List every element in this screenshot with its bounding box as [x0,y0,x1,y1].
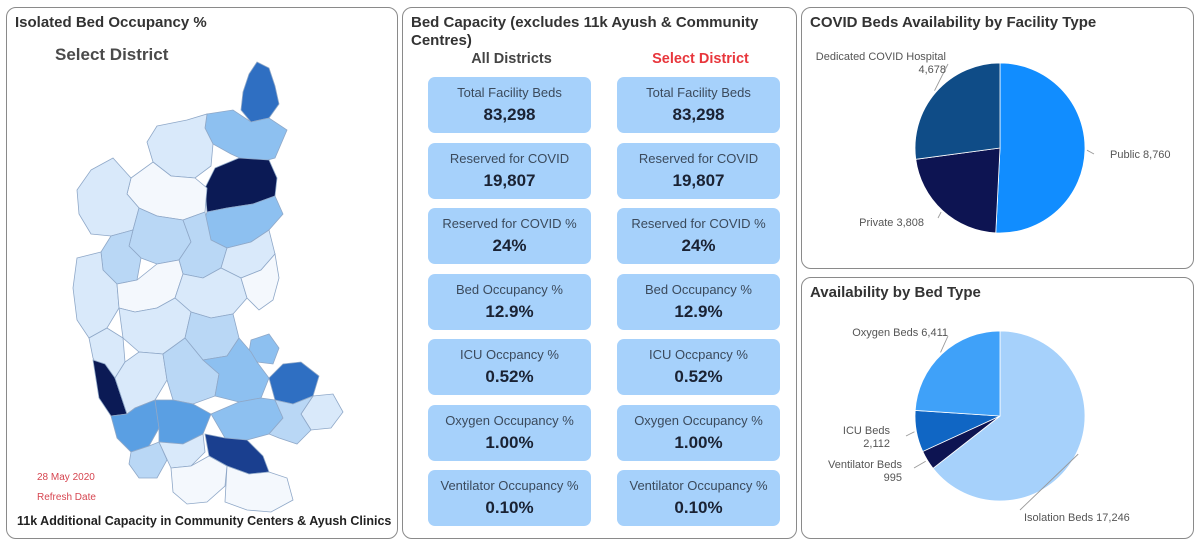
pie-slice-isolation-beds[interactable] [932,330,1086,502]
isolated-bed-occupancy-panel: Isolated Bed Occupancy % Select District… [6,7,398,539]
select-district-header[interactable]: Select District [652,51,749,67]
pie-slice-public[interactable] [995,62,1086,234]
card-value: 24% [681,236,716,255]
card-label: Ventilator Occupancy % [629,478,768,493]
district-region[interactable] [170,455,228,505]
leader-line [937,211,942,219]
card-value: 19,807 [483,170,536,190]
capacity-title-line1: Bed Capacity (excludes 11k Ayush & Commu… [411,14,759,31]
map-panel-title: Isolated Bed Occupancy % [15,14,207,31]
bed-type-chart-title: Availability by Bed Type [810,284,981,301]
district-region[interactable] [224,465,294,513]
card-label: Bed Occupancy % [456,281,563,297]
refresh-date-value: 28 May 2020 [37,472,95,483]
select-card-oxygen-occupancy: Oxygen Occupancy % 1.00% [617,404,780,461]
card-value: 0.52% [485,367,534,386]
card-value: 83,298 [672,105,725,124]
bed-type-panel: Availability by Bed Type Isolation Beds … [801,277,1194,539]
select-card-total-facility-beds: Total Facility Beds 83,298 [617,77,780,133]
card-label: Ventilator Occupancy % [440,478,579,493]
pie-data-label: Ventilator Beds [828,459,902,471]
select-card-icu-occpancy: ICU Occpancy % 0.52% [617,339,780,395]
district-region[interactable] [204,109,288,165]
all-card-oxygen-occupancy: Oxygen Occupancy % 1.00% [428,404,591,461]
card-label: Total Facility Beds [646,85,751,100]
card-value: 24% [492,236,527,255]
leader-line [913,460,926,469]
pie-slice-oxygen-beds[interactable] [914,330,1001,417]
card-label: ICU Occpancy % [649,347,748,362]
district-region[interactable] [240,61,280,123]
select-card-ventilator-occupancy: Ventilator Occupancy % 0.10% [617,470,780,526]
district-region[interactable] [268,395,315,445]
additional-capacity-link[interactable]: 11k Additional Capacity in Community Cen… [17,514,392,528]
pie-data-label: Private 3,808 [859,217,924,229]
card-label: Oxygen Occupancy % [634,412,763,428]
card-value: 1.00% [674,432,723,452]
card-value: 12.9% [674,301,723,321]
card-value: 0.10% [485,498,534,517]
select-card-reserved-for-covid: Reserved for COVID % 24% [617,208,780,264]
leader-line [905,431,915,437]
card-value: 19,807 [672,170,725,190]
leader-line [940,335,949,353]
facility-type-pie-chart[interactable]: Public 8,760 Private 3,808 Dedicated COVID… [802,8,1195,270]
card-value: 12.9% [485,301,534,321]
bed-capacity-panel: Bed Capacity (excludes 11k Ayush & Commu… [402,7,797,539]
all-districts-header: All Districts [471,51,552,67]
facility-type-panel: COVID Beds Availability by Facility Type… [801,7,1194,269]
leader-line [934,63,949,91]
capacity-title-line2: Centres) [411,32,472,49]
leader-line [1086,149,1095,155]
card-value: 0.52% [674,367,723,386]
card-label: Reserved for COVID [449,150,570,166]
card-label: Reserved for COVID [638,150,759,166]
facility-chart-title: COVID Beds Availability by Facility Type [810,14,1097,31]
card-value: 83,298 [483,105,536,124]
leader-line [1019,453,1079,511]
pie-data-label: Dedicated COVID Hospital [816,51,946,63]
card-label: Oxygen Occupancy % [445,412,574,428]
all-card-total-facility-beds: Total Facility Beds 83,298 [428,77,591,133]
card-value: 1.00% [485,432,534,452]
refresh-date-label: Refresh Date [37,492,96,503]
select-card-bed-occupancy: Bed Occupancy % 12.9% [617,273,780,330]
all-card-reserved-for-covid: Reserved for COVID 19,807 [428,142,591,199]
pie-data-label: 4,678 [918,64,946,76]
pie-data-label: Oxygen Beds 6,411 [852,327,948,339]
district-region[interactable] [146,113,214,179]
capacity-panel-title: Bed Capacity (excludes 11k Ayush & Commu… [411,14,758,50]
all-card-ventilator-occupancy: Ventilator Occupancy % 0.10% [428,470,591,526]
all-card-bed-occupancy: Bed Occupancy % 12.9% [428,273,591,330]
select-card-reserved-for-covid: Reserved for COVID 19,807 [617,142,780,199]
district-region[interactable] [128,441,168,479]
pie-data-label: 995 [884,472,902,484]
card-value: 0.10% [674,498,723,517]
district-region[interactable] [72,251,120,339]
district-region[interactable] [76,157,140,237]
card-label: ICU Occpancy % [460,347,559,362]
district-region[interactable] [240,253,280,311]
card-label: Reserved for COVID % [631,216,766,231]
all-card-icu-occpancy: ICU Occpancy % 0.52% [428,339,591,395]
card-label: Reserved for COVID % [442,216,577,231]
pie-data-label: 2,112 [863,438,890,450]
all-card-reserved-for-covid: Reserved for COVID % 24% [428,208,591,264]
card-label: Bed Occupancy % [645,281,752,297]
pie-data-label: Public 8,760 [1110,149,1171,161]
pie-slice-dedicated-covid-hospital[interactable] [914,62,1001,160]
pie-data-label: ICU Beds [843,425,891,437]
pie-slice-private[interactable] [915,147,1001,234]
pie-data-label: Isolation Beds 17,246 [1024,512,1130,524]
district-map[interactable] [7,8,399,540]
card-label: Total Facility Beds [457,85,562,100]
select-district-slicer[interactable]: Select District [55,45,169,64]
